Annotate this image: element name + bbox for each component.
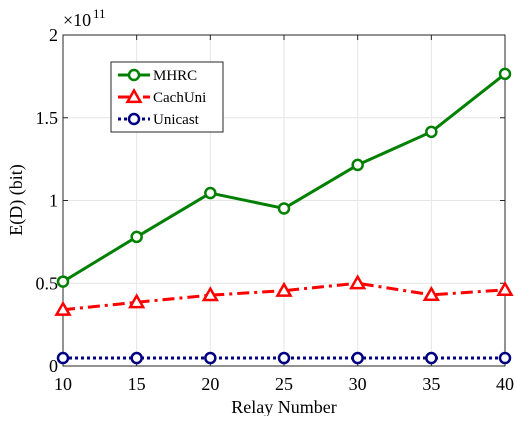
data-point-cachuni (422, 285, 440, 301)
axis-ticks: 10 15 20 25 30 35 40 0 0.5 1 1.5 2 (36, 25, 515, 394)
y-tick-label: 2 (49, 25, 58, 45)
series-mhrc (56, 67, 512, 288)
data-point-cachuni (275, 281, 293, 297)
data-point-unicast (130, 351, 143, 365)
y-tick-label: 1.5 (36, 108, 59, 128)
data-point-unicast (277, 351, 291, 365)
y-tick-label: 1 (49, 191, 58, 211)
x-tick-label: 40 (496, 374, 514, 394)
y-exponent-power: 11 (93, 6, 106, 21)
x-tick-label: 15 (128, 374, 146, 394)
data-point-mhrc (130, 230, 143, 244)
data-point-cachuni (201, 286, 219, 302)
data-point-cachuni (54, 300, 72, 316)
y-exponent-base: ×10 (63, 10, 91, 30)
x-tick-label: 30 (349, 374, 367, 394)
data-point-unicast (425, 351, 438, 365)
data-point-unicast (498, 351, 512, 365)
legend-swatch-marker (127, 112, 141, 126)
x-tick-label: 10 (54, 374, 72, 394)
data-point-mhrc (351, 158, 364, 172)
x-tick-label: 35 (422, 374, 440, 394)
legend-entries: MHRC CachUni Unicast (118, 68, 206, 128)
legend-swatch-marker (125, 87, 143, 104)
x-tick-label: 20 (201, 374, 219, 394)
x-tick-label: 25 (275, 374, 293, 394)
data-point-mhrc (498, 67, 512, 81)
legend-entry-cachuni: CachUni (118, 87, 206, 106)
legend-label: MHRC (153, 68, 197, 84)
data-point-unicast (56, 351, 70, 365)
legend-entry-mhrc: MHRC (118, 68, 197, 84)
y-tick-label: 0.5 (36, 273, 59, 293)
data-point-mhrc (425, 125, 438, 139)
data-point-mhrc (204, 186, 217, 200)
data-point-cachuni (349, 274, 367, 290)
data-point-unicast (204, 351, 217, 365)
legend-entry-unicast: Unicast (118, 112, 200, 128)
legend-label: Unicast (153, 112, 200, 128)
series-layer (54, 67, 514, 365)
y-axis-label: E(D) (bit) (6, 164, 27, 235)
series-cachuni (54, 274, 514, 316)
series-unicast (56, 351, 512, 365)
data-point-cachuni (128, 293, 146, 309)
data-point-unicast (351, 351, 364, 365)
data-point-cachuni (496, 280, 514, 296)
x-axis-label: Relay Number (231, 397, 336, 416)
legend-label: CachUni (153, 90, 206, 106)
data-point-mhrc (56, 275, 70, 288)
data-point-mhrc (277, 202, 291, 215)
legend-swatch-marker (127, 68, 141, 82)
legend: MHRC CachUni Unicast (110, 61, 224, 133)
y-tick-label: 0 (49, 356, 58, 376)
